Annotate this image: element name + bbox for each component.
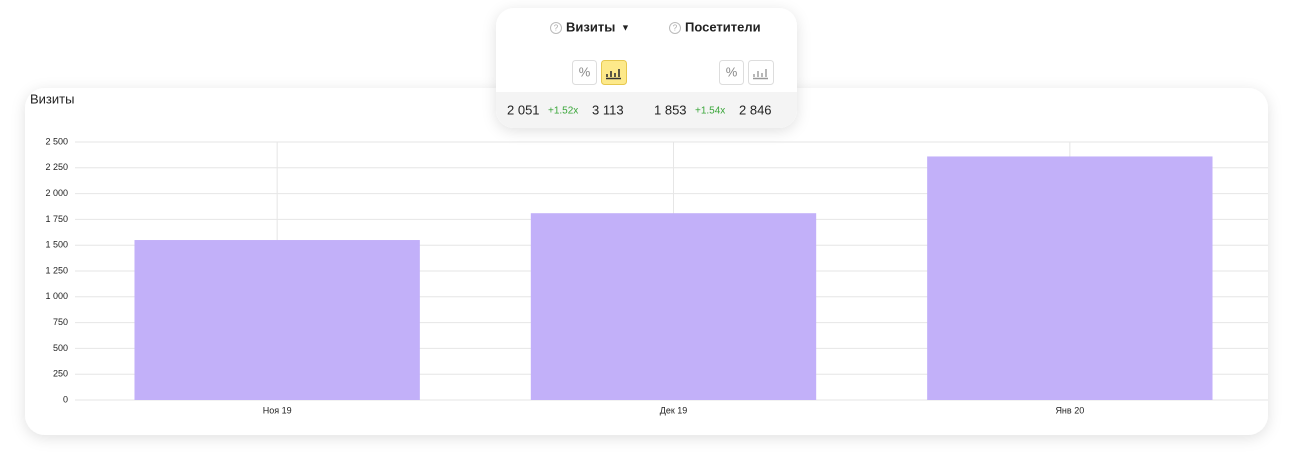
bar [927,156,1213,400]
help-icon-glyph: ? [554,24,559,33]
percent-button[interactable] [719,60,744,85]
y-tick-label: 500 [53,343,68,353]
y-tick-label: 2 250 [45,162,68,172]
bar [530,213,817,400]
y-tick-label: 250 [53,369,68,379]
metric-title[interactable]: Посетители [685,19,761,34]
bars-icon [753,69,768,80]
y-tick-label: 750 [53,317,68,327]
metric-value: 2 051 [507,102,540,117]
y-tick-label: 2 000 [45,188,68,198]
x-tick-label: Янв 20 [1055,405,1084,415]
y-tick-label: 0 [63,394,68,404]
chart: 0 250 500 750 1 000 1 250 1 500 1 750 2 000 2 250… [45,136,1268,415]
bar [134,240,420,400]
metric-compare: 2 846 [739,102,772,117]
help-icon-glyph: ? [673,24,678,33]
help-icon[interactable] [550,22,562,34]
dropdown-arrow[interactable]: ▼ [621,22,630,32]
metric-ratio: +1.54x [695,106,725,117]
percent-glyph: % [726,64,738,79]
chart-title: Визиты [30,91,74,106]
help-icon[interactable] [669,22,681,34]
y-tick-label: 1 750 [45,214,68,224]
metric-ratio: +1.52x [548,106,578,117]
bars-button[interactable] [748,60,774,85]
y-tick-label: 1 000 [45,291,68,301]
metric-popup: ? Визиты ▼ ? Посетители % % 2 051 +1.52x… [496,8,797,128]
y-tick-label: 1 500 [45,240,68,250]
metric-compare: 3 113 [592,102,624,117]
bars-icon [606,69,621,80]
x-tick-label: Дек 19 [660,405,688,415]
bars-button-active[interactable] [601,60,627,85]
y-tick-label: 2 500 [45,136,68,146]
x-tick-label: Ноя 19 [263,405,292,415]
y-tick-label: 1 250 [45,265,68,275]
percent-glyph: % [579,64,591,79]
popup-footer [496,92,797,128]
metric-value: 1 853 [654,102,687,117]
percent-button[interactable] [572,60,597,85]
metric-title[interactable]: Визиты [566,19,615,34]
